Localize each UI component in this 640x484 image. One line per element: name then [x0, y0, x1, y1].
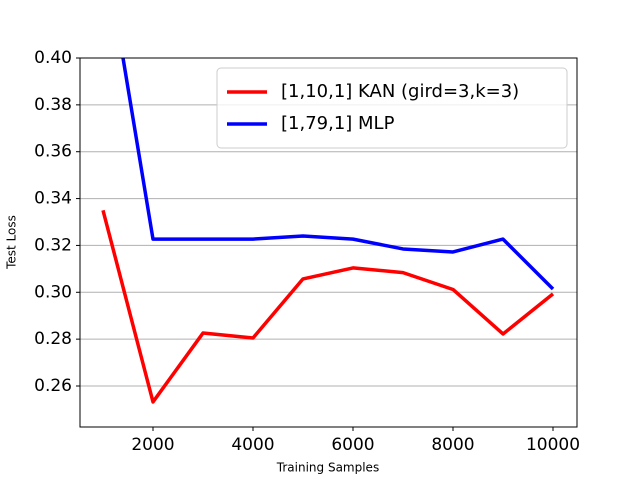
y-axis-label: Test Loss — [5, 215, 19, 270]
plot-frame — [79, 57, 578, 428]
y-tick-label: 0.38 — [34, 95, 72, 115]
x-tick-label: 2000 — [131, 435, 174, 455]
x-tick-label: 4000 — [231, 435, 274, 455]
x-axis-label: Training Samples — [276, 461, 379, 475]
series-line — [121, 58, 555, 291]
legend-label: [1,79,1] MLP — [281, 113, 395, 134]
legend-label: [1,10,1] KAN (gird=3,k=3) — [281, 81, 519, 102]
y-tick-label: 0.34 — [34, 189, 72, 209]
legend-box — [216, 67, 568, 149]
series-line — [101, 209, 555, 404]
y-tick-label: 0.30 — [34, 282, 72, 302]
y-tick-label: 0.40 — [34, 48, 72, 68]
x-tick-label: 10000 — [526, 435, 580, 455]
y-tick-label: 0.26 — [34, 376, 72, 396]
x-tick-label: 8000 — [431, 435, 474, 455]
x-tick-label: 6000 — [331, 435, 374, 455]
y-tick-label: 0.32 — [34, 235, 72, 255]
y-tick-label: 0.28 — [34, 329, 72, 349]
y-tick-label: 0.36 — [34, 142, 72, 162]
